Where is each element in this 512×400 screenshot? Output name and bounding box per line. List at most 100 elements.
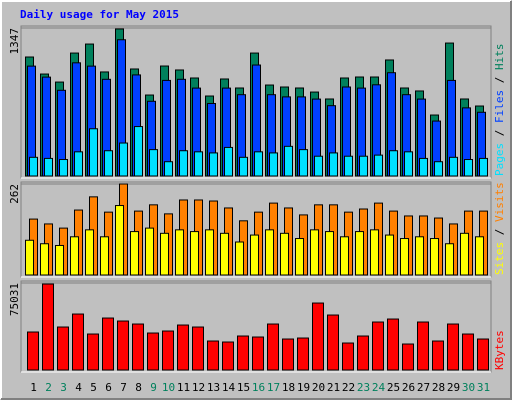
legend-entry: Pages xyxy=(493,143,506,176)
bar xyxy=(370,229,379,276)
bar xyxy=(344,155,353,177)
bar xyxy=(220,232,229,276)
x-tick-label: 3 xyxy=(60,381,67,394)
bar xyxy=(239,156,248,177)
x-tick-label: 12 xyxy=(192,381,205,394)
bar xyxy=(57,326,69,371)
legend-separator: / xyxy=(493,222,506,242)
bar xyxy=(402,343,414,371)
bar xyxy=(404,151,413,177)
bar xyxy=(205,229,214,276)
bar xyxy=(102,317,114,371)
bar xyxy=(42,283,54,371)
bar xyxy=(342,342,354,371)
legend-separator: / xyxy=(493,70,506,90)
bar xyxy=(372,321,384,371)
bar xyxy=(479,157,488,177)
bar xyxy=(419,157,428,177)
bar xyxy=(177,324,189,371)
bar xyxy=(325,231,334,276)
x-tick-label: 5 xyxy=(90,381,97,394)
bar xyxy=(252,336,264,371)
x-tick-label: 30 xyxy=(462,381,475,394)
bar xyxy=(310,229,319,276)
x-tick-label: 2 xyxy=(45,381,52,394)
legend-entry: Sites xyxy=(493,242,506,275)
bar xyxy=(147,332,159,371)
bar xyxy=(355,231,364,276)
bar xyxy=(267,323,279,371)
legend-entry: Hits xyxy=(493,44,506,71)
bar xyxy=(417,321,429,371)
bar xyxy=(40,243,49,276)
bar xyxy=(265,229,274,276)
bar xyxy=(385,234,394,276)
x-tick-label: 21 xyxy=(327,381,340,394)
bar xyxy=(250,234,259,276)
bar xyxy=(117,320,129,371)
bar xyxy=(237,335,249,371)
x-tick-label: 29 xyxy=(447,381,460,394)
bar xyxy=(432,340,444,371)
x-tick-label: 15 xyxy=(237,381,250,394)
bar xyxy=(254,151,263,177)
x-tick-label: 24 xyxy=(372,381,386,394)
bar xyxy=(134,126,143,177)
bar xyxy=(59,159,68,177)
legend-entry: KBytes xyxy=(493,330,506,370)
bar xyxy=(389,150,398,177)
bar xyxy=(87,333,99,371)
bar xyxy=(445,243,454,276)
x-tick-label: 10 xyxy=(162,381,175,394)
bar xyxy=(115,205,124,276)
bar xyxy=(374,154,383,177)
bar xyxy=(460,232,469,276)
bar xyxy=(160,232,169,276)
bar xyxy=(179,150,188,177)
x-tick-label: 8 xyxy=(135,381,142,394)
bar xyxy=(387,318,399,371)
bar xyxy=(434,161,443,177)
bar xyxy=(72,313,84,371)
bar xyxy=(175,229,184,276)
bar xyxy=(209,152,218,177)
x-tick-label: 7 xyxy=(120,381,127,394)
x-tick-label: 23 xyxy=(357,381,370,394)
bar xyxy=(222,341,234,371)
x-tick-label: 22 xyxy=(342,381,355,394)
bar xyxy=(282,338,294,371)
x-tick-label: 27 xyxy=(417,381,430,394)
bar xyxy=(299,149,308,177)
bar xyxy=(100,236,109,276)
bar xyxy=(340,236,349,276)
bar xyxy=(312,302,324,371)
x-tick-label: 28 xyxy=(432,381,445,394)
bar xyxy=(464,159,473,177)
bar xyxy=(475,236,484,276)
bar xyxy=(430,238,439,276)
bar xyxy=(207,340,219,371)
bar xyxy=(400,238,409,276)
bar xyxy=(297,337,309,371)
x-tick-label: 20 xyxy=(312,381,325,394)
legend-entry: Files xyxy=(493,90,506,123)
bar xyxy=(29,156,38,177)
y-tick-label: 262 xyxy=(8,184,21,204)
x-tick-label: 31 xyxy=(477,381,490,394)
legend: Pages / Files / Hits xyxy=(493,44,506,177)
x-tick-label: 19 xyxy=(297,381,310,394)
x-tick-label: 11 xyxy=(177,381,190,394)
x-tick-label: 6 xyxy=(105,381,112,394)
x-tick-label: 18 xyxy=(282,381,295,394)
legend: KBytes xyxy=(493,330,506,370)
bar xyxy=(130,231,139,276)
bar xyxy=(192,326,204,371)
x-tick-label: 13 xyxy=(207,381,220,394)
bar xyxy=(162,330,174,371)
bar xyxy=(447,323,459,371)
x-tick-label: 16 xyxy=(252,381,265,394)
x-tick-label: 25 xyxy=(387,381,400,394)
bar xyxy=(269,152,278,177)
